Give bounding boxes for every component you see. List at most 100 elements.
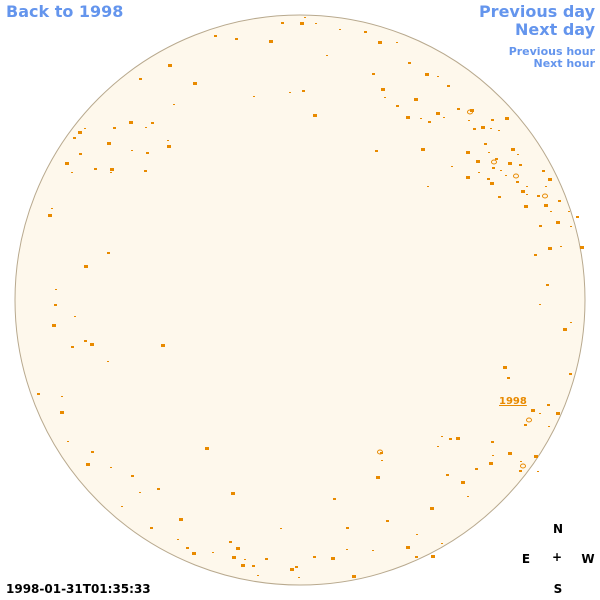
feature-mark	[396, 105, 399, 107]
back-to-year-link[interactable]: Back to 1998	[6, 2, 124, 21]
feature-blob	[467, 109, 473, 115]
feature-mark	[372, 550, 374, 551]
feature-mark	[386, 520, 389, 522]
feature-mark	[466, 151, 470, 154]
previous-hour-link[interactable]: Previous hour	[508, 45, 595, 58]
feature-mark	[381, 88, 385, 91]
feature-mark	[534, 254, 537, 256]
feature-mark	[84, 340, 87, 342]
feature-blob	[526, 417, 532, 423]
feature-mark	[548, 247, 552, 250]
feature-mark	[241, 564, 245, 567]
feature-mark	[548, 178, 552, 181]
feature-mark	[447, 85, 450, 87]
feature-mark	[508, 162, 512, 165]
feature-blob	[513, 173, 519, 179]
feature-mark	[545, 186, 547, 187]
feature-mark	[416, 534, 418, 535]
feature-mark	[372, 73, 375, 75]
feature-mark	[539, 304, 541, 305]
feature-mark	[139, 492, 141, 493]
feature-mark	[560, 246, 562, 247]
feature-mark	[415, 556, 418, 558]
feature-mark	[569, 373, 572, 375]
feature-mark	[451, 166, 453, 167]
feature-mark	[427, 186, 429, 187]
feature-mark	[84, 128, 86, 129]
feature-mark	[396, 42, 398, 43]
feature-mark	[542, 170, 545, 172]
feature-mark	[333, 498, 336, 500]
feature-mark	[568, 211, 570, 212]
feature-mark	[60, 411, 64, 414]
feature-mark	[157, 488, 160, 490]
feature-mark	[326, 55, 328, 56]
feature-mark	[381, 460, 383, 461]
feature-mark	[456, 437, 460, 440]
feature-mark	[461, 481, 465, 484]
feature-mark	[537, 195, 540, 197]
feature-mark	[505, 175, 507, 176]
region-label-link[interactable]: 1998	[499, 396, 527, 407]
feature-mark	[84, 265, 88, 268]
next-hour-link[interactable]: Next hour	[533, 57, 596, 70]
feature-mark	[161, 344, 165, 347]
feature-mark	[468, 120, 470, 121]
feature-blob	[542, 193, 548, 199]
compass-south: S	[553, 582, 563, 596]
feature-mark	[449, 438, 452, 440]
feature-mark	[212, 552, 214, 553]
compass-east: E	[521, 552, 531, 566]
feature-mark	[558, 200, 561, 202]
feature-mark	[534, 455, 538, 458]
observation-timestamp: 1998-01-31T01:35:33	[6, 582, 151, 596]
feature-mark	[384, 97, 386, 98]
feature-mark	[576, 216, 579, 218]
feature-mark	[517, 154, 519, 155]
feature-mark	[73, 137, 76, 139]
feature-mark	[421, 148, 425, 151]
previous-day-link[interactable]: Previous day	[478, 2, 595, 21]
feature-mark	[51, 208, 53, 209]
feature-mark	[492, 167, 495, 169]
feature-mark	[519, 164, 522, 166]
feature-mark	[490, 128, 492, 129]
feature-mark	[491, 119, 494, 121]
feature-mark	[54, 304, 57, 306]
feature-mark	[408, 62, 411, 64]
feature-mark	[526, 194, 528, 195]
compass-west: W	[581, 552, 595, 566]
feature-mark	[519, 470, 522, 472]
feature-mark	[145, 127, 147, 128]
feature-mark	[476, 160, 480, 163]
feature-mark	[90, 343, 94, 346]
feature-mark	[378, 41, 382, 44]
feature-mark	[436, 112, 440, 115]
feature-mark	[131, 150, 133, 151]
feature-mark	[478, 172, 480, 173]
feature-mark	[55, 289, 57, 290]
feature-mark	[375, 150, 378, 152]
feature-mark	[548, 426, 550, 427]
feature-mark	[339, 29, 341, 30]
feature-mark	[315, 23, 317, 24]
feature-mark	[539, 413, 541, 414]
feature-mark	[139, 78, 142, 80]
feature-mark	[489, 462, 493, 465]
feature-mark	[331, 557, 335, 560]
feature-mark	[563, 328, 567, 331]
feature-mark	[425, 73, 429, 76]
feature-mark	[235, 38, 238, 40]
feature-blob	[377, 449, 383, 455]
feature-mark	[177, 539, 179, 540]
feature-mark	[511, 148, 515, 151]
feature-mark	[352, 575, 356, 578]
feature-mark	[446, 474, 449, 476]
feature-mark	[313, 114, 317, 117]
feature-mark	[304, 17, 306, 18]
next-day-link[interactable]: Next day	[515, 20, 595, 39]
feature-mark	[524, 424, 527, 426]
feature-mark	[302, 90, 305, 92]
feature-mark	[544, 204, 548, 207]
